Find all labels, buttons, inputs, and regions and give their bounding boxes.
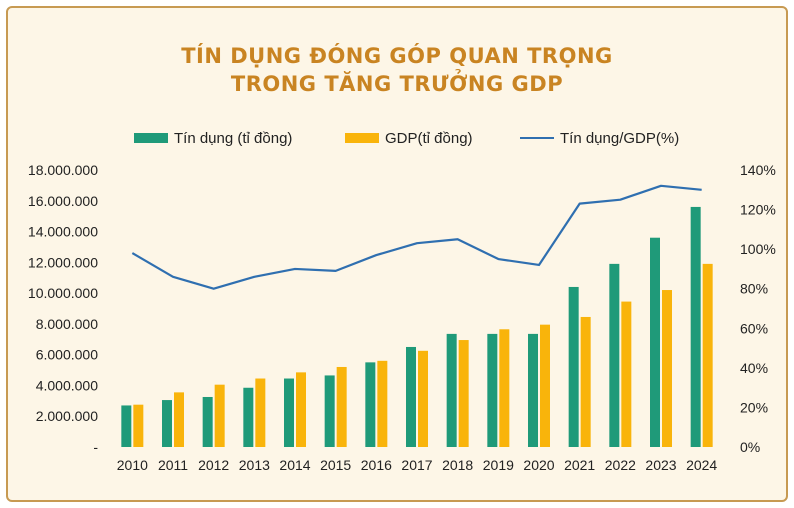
y-left-tick-label: 12.000.000 [28,254,98,270]
bar-credit [528,333,538,447]
x-tick-label: 2018 [442,457,473,473]
y-right-tick-label: 60% [740,320,768,336]
y-right-tick-label: 100% [740,241,776,257]
bar-credit [202,396,213,447]
y-left-tick-label: 14.000.000 [28,224,98,240]
bar-credit [650,237,660,447]
x-tick-label: 2011 [158,457,188,473]
bar-credit [365,362,376,447]
y-left-tick-label: 8.000.000 [36,316,98,332]
x-tick-label: 2014 [279,457,310,473]
legend-line-ratio [520,137,554,139]
legend-label-gdp: GDP(tỉ đồng) [385,129,473,147]
legend-swatch-credit [134,133,168,143]
legend-item-gdp: GDP(tỉ đồng) [345,126,473,150]
bar-credit [609,263,620,447]
y-left-tick-label: 16.000.000 [28,193,98,209]
bar-credit [446,333,457,447]
x-tick-label: 2023 [645,457,676,473]
bar-credit [690,206,701,447]
x-tick-label: 2013 [239,457,270,473]
bar-gdp [458,340,469,447]
legend: Tín dụng (tỉ đồng) GDP(tỉ đồng) Tín dụng… [0,126,794,150]
x-tick-label: 2022 [605,457,636,473]
chart-title-line-2: TRONG TĂNG TRƯỞNG GDP [230,72,564,96]
x-tick-label: 2015 [320,457,351,473]
bar-gdp [133,404,144,447]
bar-gdp [174,392,184,447]
bar-credit [568,286,579,447]
y-left-tick-label: 4.000.000 [36,377,98,393]
y-right-tick-label: 140% [740,162,776,178]
bar-credit [324,375,335,447]
bar-gdp [377,360,388,447]
bar-credit [121,405,132,447]
y-right-tick-label: 0% [740,439,760,455]
x-tick-label: 2017 [401,457,432,473]
x-tick-label: 2019 [483,457,514,473]
legend-label-credit: Tín dụng (tỉ đồng) [174,129,293,147]
y-left-tick-label: 18.000.000 [28,162,98,178]
x-tick-label: 2021 [564,457,595,473]
y-left-tick-label: 2.000.000 [36,408,98,424]
bar-gdp [662,290,672,447]
bar-gdp [418,350,428,447]
legend-item-credit: Tín dụng (tỉ đồng) [134,126,292,150]
bar-gdp [499,329,510,447]
legend-item-ratio: Tín dụng/GDP(%) [520,126,679,150]
x-tick-label: 2012 [198,457,229,473]
y-left-tick-label: - [93,439,98,455]
y-right-tick-label: 80% [740,281,768,297]
bar-gdp [580,316,591,447]
x-tick-label: 2010 [117,457,148,473]
bar-gdp [540,324,550,447]
bar-gdp [296,372,306,447]
y-right-tick-label: 20% [740,399,768,415]
legend-swatch-gdp [345,133,379,143]
bar-credit [406,346,416,447]
bar-credit [487,333,498,447]
bar-credit [243,387,254,447]
bar-gdp [702,263,713,447]
bar-gdp [214,384,225,447]
line-credit-gdp-ratio [131,184,702,290]
y-left-tick-label: 6.000.000 [36,347,98,363]
chart-title-line-1: TÍN DỤNG ĐÓNG GÓP QUAN TRỌNG [181,44,613,68]
bar-gdp [621,301,632,447]
x-tick-label: 2020 [523,457,554,473]
x-tick-label: 2024 [686,457,717,473]
y-right-tick-label: 40% [740,360,768,376]
legend-label-ratio: Tín dụng/GDP(%) [560,129,680,147]
y-right-tick-label: 120% [740,202,776,218]
x-tick-label: 2016 [361,457,392,473]
bar-gdp [336,366,347,447]
y-left-tick-label: 10.000.000 [28,285,98,301]
bar-credit [284,378,294,447]
bar-gdp [255,378,266,447]
bar-credit [162,400,172,447]
